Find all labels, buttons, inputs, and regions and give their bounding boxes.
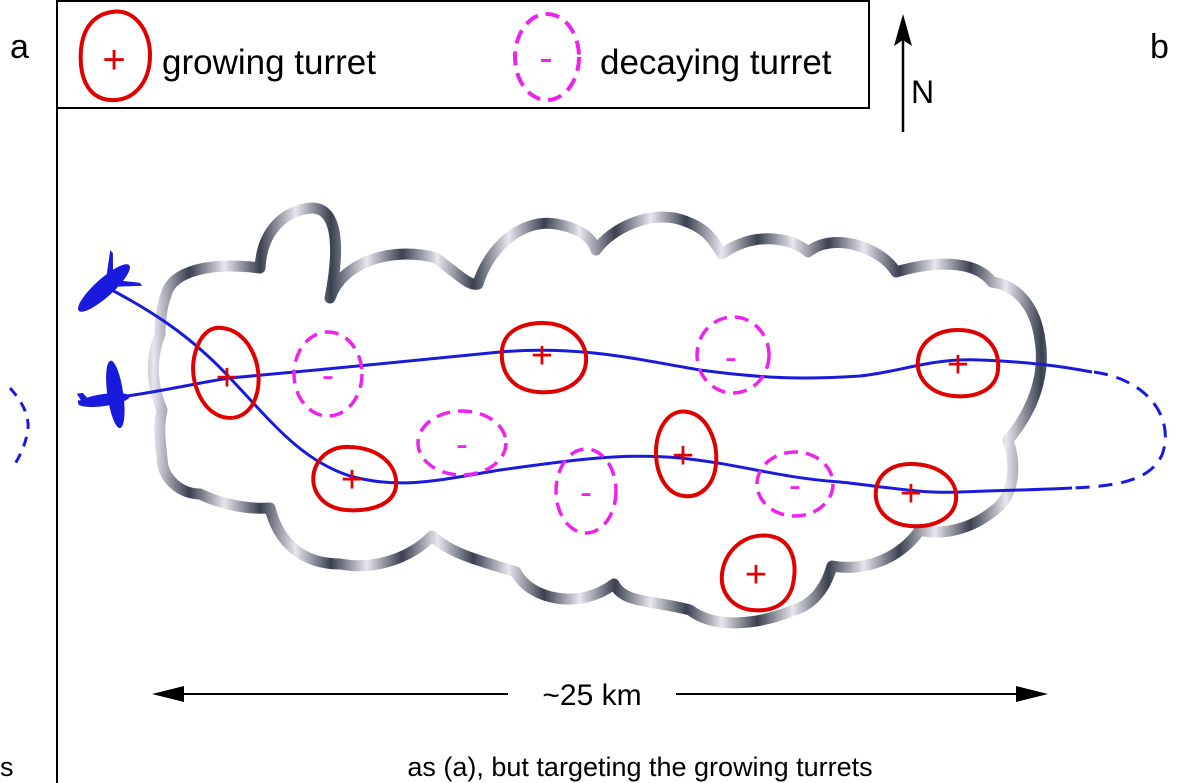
growing-turrets: + + + + + + + bbox=[191, 320, 1001, 613]
decaying-turret-symbol: - bbox=[322, 354, 334, 395]
scale-bar: ~25 km bbox=[152, 679, 1048, 712]
growing-turret-symbol: + bbox=[531, 335, 553, 377]
aircraft-icon bbox=[76, 360, 130, 429]
growing-turret-symbol: + bbox=[672, 435, 694, 477]
legend-decaying-symbol: - bbox=[513, 12, 581, 102]
legend-decaying-label: decaying turret bbox=[600, 43, 832, 82]
growing-turret-symbol: + bbox=[341, 459, 363, 501]
decaying-turret: - bbox=[292, 330, 364, 418]
growing-turret: + bbox=[191, 325, 261, 420]
aircraft-icon bbox=[78, 250, 143, 312]
decaying-turrets: - - - - - bbox=[292, 315, 835, 535]
growing-turret: + bbox=[873, 461, 959, 529]
decaying-turret: - bbox=[695, 315, 771, 395]
decaying-turret-symbol: - bbox=[580, 471, 592, 512]
north-arrow-icon: N bbox=[894, 14, 934, 132]
cloud-outline bbox=[147, 202, 1047, 629]
decaying-turret-symbol: - bbox=[789, 464, 801, 505]
flight-track-turn bbox=[1071, 370, 1167, 490]
legend: + growing turret - decaying turret bbox=[56, 0, 870, 109]
growing-turret: + bbox=[719, 533, 797, 613]
flight-tracks bbox=[77, 286, 1167, 494]
decaying-turret-symbol: - bbox=[725, 336, 737, 377]
panel-a-caption-fragment: s bbox=[0, 752, 14, 782]
growing-turret-symbol: + bbox=[947, 344, 969, 386]
panel-a-track-fragment bbox=[8, 386, 30, 469]
panel-b-caption: as (a), but targeting the growing turret… bbox=[407, 752, 872, 782]
growing-turret-symbol: + bbox=[745, 554, 767, 596]
legend-growing-plus: + bbox=[102, 38, 125, 82]
decaying-turret: - bbox=[416, 409, 508, 477]
legend-growing-symbol: + bbox=[78, 9, 153, 103]
legend-box bbox=[56, 0, 870, 109]
decaying-turret: - bbox=[554, 447, 618, 535]
growing-turret: + bbox=[915, 327, 1001, 399]
growing-turret-symbol: + bbox=[900, 473, 922, 515]
growing-turret-symbol: + bbox=[216, 357, 238, 399]
decaying-turret-symbol: - bbox=[456, 423, 468, 464]
flight-track-south bbox=[107, 286, 1073, 494]
decaying-turret: - bbox=[755, 450, 835, 518]
growing-turret: + bbox=[499, 320, 589, 395]
growing-turret: + bbox=[653, 409, 719, 499]
legend-decaying-minus: - bbox=[539, 36, 552, 80]
growing-turret: + bbox=[311, 444, 399, 513]
panel-a-label: a bbox=[10, 28, 29, 66]
scale-bar-label: ~25 km bbox=[542, 679, 641, 712]
panel-b-label: b bbox=[1150, 28, 1169, 66]
north-label: N bbox=[911, 74, 934, 110]
legend-growing-label: growing turret bbox=[162, 43, 376, 82]
